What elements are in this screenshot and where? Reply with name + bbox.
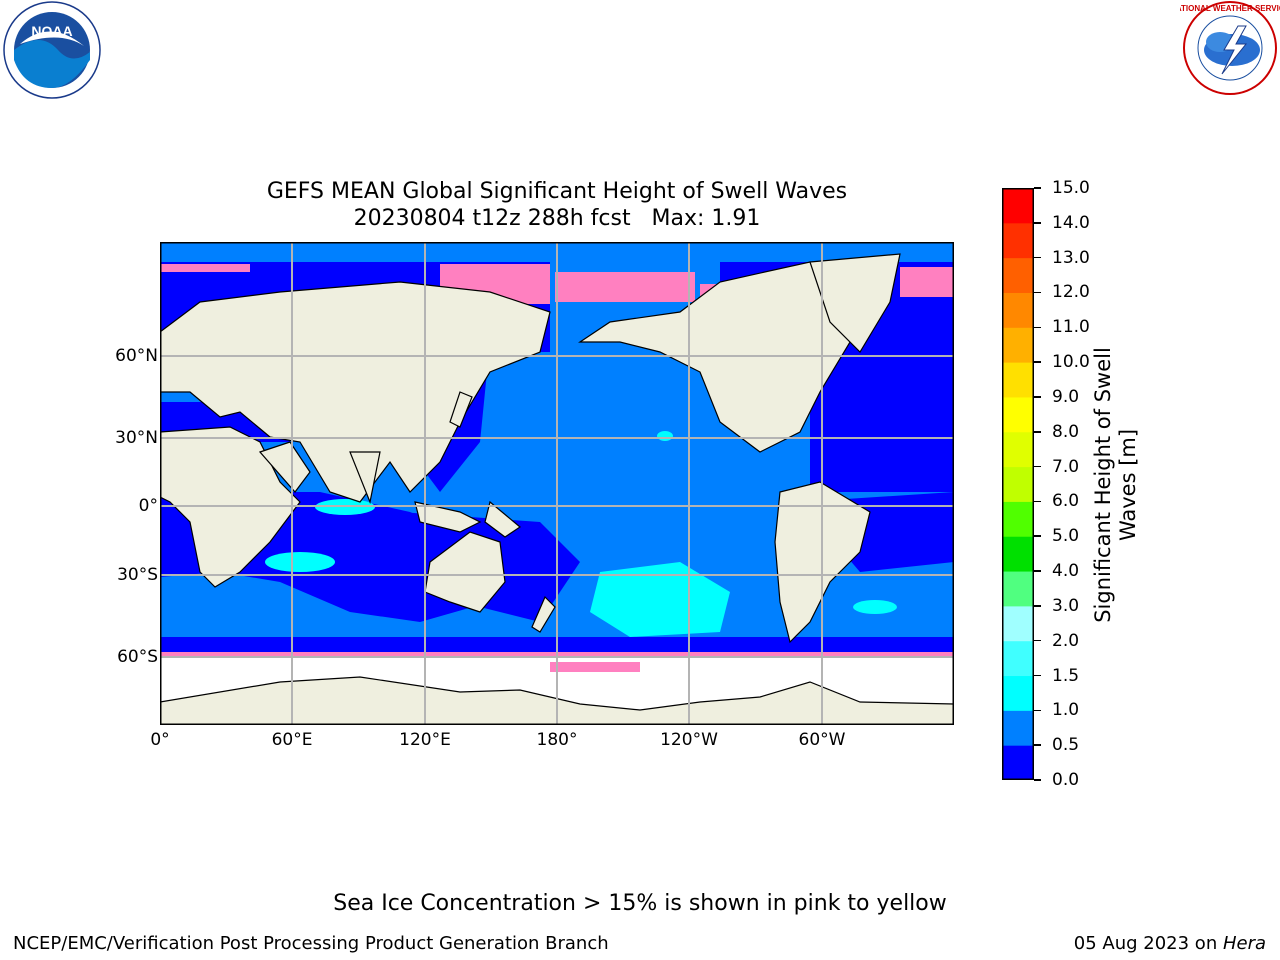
footer-date: 05 Aug 2023 on Hera (1074, 933, 1266, 954)
colorbar-tick-mark (1034, 535, 1041, 537)
colorbar-segment (1002, 466, 1034, 502)
colorbar-segment (1002, 431, 1034, 468)
colorbar-tick-label: 11.0 (1052, 317, 1090, 338)
colorbar-tick-label: 1.0 (1052, 700, 1080, 721)
colorbar-tick-mark (1034, 291, 1041, 294)
lat-label-60s: 60°S (117, 647, 158, 667)
title-line-2: 20230804 t12z 288h fcst Max: 1.91 (353, 206, 761, 231)
colorbar-tick-label: 4.0 (1052, 561, 1080, 582)
footer-date-text: 05 Aug 2023 on (1073, 933, 1223, 954)
colorbar-tick-label: 7.0 (1052, 456, 1080, 477)
colorbar-tick-mark (1034, 256, 1041, 259)
lat-label-0: 0° (138, 496, 158, 516)
colorbar-tick-label: 14.0 (1052, 212, 1090, 233)
colorbar-tick-label: 1.5 (1052, 665, 1080, 686)
colorbar-segment (1002, 605, 1034, 642)
chart-title: GEFS MEAN Global Significant Height of S… (160, 178, 954, 232)
colorbar-label-line-2: Waves [m] (1116, 428, 1140, 542)
colorbar-segment (1002, 640, 1034, 677)
colorbar (1002, 188, 1034, 780)
swell-height-map (160, 242, 954, 725)
colorbar-tick-label: 12.0 (1052, 282, 1090, 303)
lat-label-30n: 30°N (115, 428, 158, 448)
colorbar-tick-mark (1034, 674, 1041, 677)
noaa-logo: NOAA (3, 1, 101, 99)
colorbar-segment (1002, 536, 1034, 572)
nws-logo: NATIONAL WEATHER SERVICE (1180, 1, 1280, 95)
colorbar-tick-mark (1034, 361, 1041, 363)
colorbar-segment (1002, 745, 1034, 780)
colorbar-segment (1002, 292, 1034, 328)
colorbar-tick-mark (1034, 187, 1041, 189)
colorbar-tick-label: 13.0 (1052, 247, 1090, 268)
colorbar-segment (1002, 188, 1034, 224)
colorbar-segment (1002, 675, 1034, 711)
colorbar-segment (1002, 396, 1034, 433)
title-line-1: GEFS MEAN Global Significant Height of S… (266, 179, 848, 204)
colorbar-tick-label: 8.0 (1052, 421, 1080, 442)
colorbar-label: Significant Height of Swell Waves [m] (1091, 347, 1141, 623)
colorbar-tick-label: 6.0 (1052, 491, 1080, 512)
lon-label-120w: 120°W (660, 730, 718, 750)
colorbar-tick-mark (1034, 222, 1041, 224)
colorbar-label-line-1: Significant Height of Swell (1091, 347, 1115, 623)
colorbar-tick-mark (1034, 605, 1041, 607)
colorbar-segment (1002, 257, 1034, 293)
colorbar-tick-label: 3.0 (1052, 595, 1080, 616)
colorbar-tick-label: 0.5 (1052, 735, 1080, 756)
colorbar-segment (1002, 362, 1034, 398)
colorbar-tick-mark (1034, 326, 1041, 329)
lon-label-60e: 60°E (271, 730, 313, 750)
colorbar-tick-label: 10.0 (1052, 352, 1090, 373)
colorbar-tick-mark (1034, 431, 1041, 433)
lon-label-60w: 60°W (798, 730, 846, 750)
lat-label-30s: 30°S (117, 565, 158, 585)
colorbar-segment (1002, 327, 1034, 363)
noaa-logo-text: NOAA (31, 23, 72, 39)
colorbar-tick-label: 9.0 (1052, 386, 1080, 407)
colorbar-segment (1002, 571, 1034, 607)
footer-host: Hera (1222, 933, 1266, 954)
colorbar-tick-mark (1034, 465, 1041, 468)
colorbar-tick-mark (1034, 744, 1041, 746)
colorbar-segment (1002, 222, 1034, 259)
lon-label-180: 180° (536, 730, 578, 750)
colorbar-tick-label: 15.0 (1052, 178, 1090, 198)
nws-logo-text: NATIONAL WEATHER SERVICE (1180, 4, 1280, 13)
colorbar-tick-label: 2.0 (1052, 630, 1080, 651)
colorbar-tick-label: 0.0 (1052, 770, 1080, 790)
colorbar-tick-mark (1034, 709, 1041, 712)
colorbar-tick-mark (1034, 500, 1041, 503)
colorbar-segment (1002, 501, 1034, 537)
colorbar-tick-mark (1034, 639, 1041, 642)
colorbar-tick-mark (1034, 779, 1041, 781)
colorbar-tick-mark (1034, 396, 1041, 398)
sea-ice-note: Sea Ice Concentration > 15% is shown in … (333, 891, 947, 916)
lat-label-60n: 60°N (115, 346, 158, 366)
lon-label-0: 0° (150, 730, 170, 750)
lon-label-120e: 120°E (399, 730, 451, 750)
colorbar-border (1002, 188, 1034, 780)
colorbar-tick-mark (1034, 570, 1041, 572)
colorbar-tick-label: 5.0 (1052, 526, 1080, 547)
footer-branch: NCEP/EMC/Verification Post Processing Pr… (13, 933, 609, 954)
colorbar-segment (1002, 710, 1034, 746)
